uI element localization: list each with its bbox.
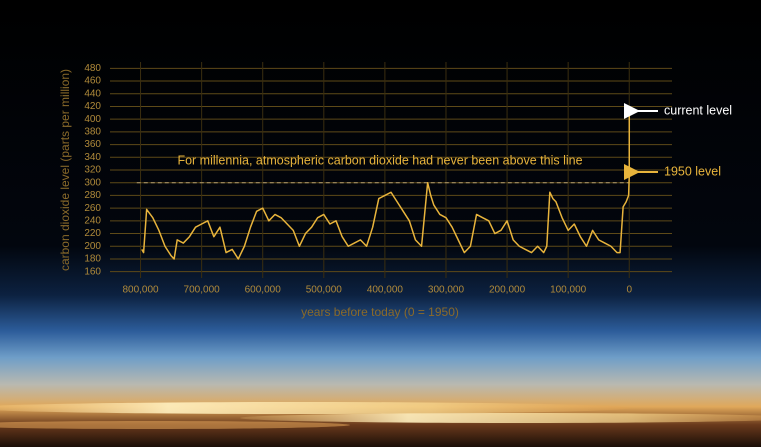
- y-tick-label: 420: [84, 101, 101, 112]
- y-tick-label: 340: [84, 152, 101, 163]
- x-tick-label: 100,000: [550, 285, 587, 296]
- y-tick-label: 440: [84, 88, 101, 99]
- y-tick-label: 260: [84, 203, 101, 214]
- 1950-annotation: 1950 level: [664, 164, 721, 178]
- x-tick-label: 300,000: [428, 285, 465, 296]
- x-tick-label: 400,000: [367, 285, 404, 296]
- threshold-annotation: For millennia, atmospheric carbon dioxid…: [177, 153, 582, 167]
- y-tick-label: 480: [84, 63, 101, 74]
- y-tick-label: 300: [84, 177, 101, 188]
- current-annotation: current level: [664, 103, 732, 117]
- y-tick-label: 240: [84, 215, 101, 226]
- x-tick-label: 800,000: [122, 285, 159, 296]
- y-tick-label: 360: [84, 139, 101, 150]
- x-tick-label: 600,000: [245, 285, 282, 296]
- y-tick-label: 180: [84, 254, 101, 265]
- plot: 1601802002202402602803003203403603804004…: [84, 62, 672, 296]
- y-tick-label: 460: [84, 76, 101, 87]
- y-tick-label: 220: [84, 228, 101, 239]
- x-tick-label: 0: [626, 285, 632, 296]
- y-axis-label: carbon dioxide level (parts per million): [58, 69, 72, 271]
- cloud: [0, 421, 350, 429]
- y-tick-label: 400: [84, 114, 101, 125]
- cloud: [240, 413, 761, 423]
- y-tick-label: 380: [84, 127, 101, 138]
- x-tick-label: 700,000: [184, 285, 221, 296]
- y-tick-label: 320: [84, 165, 101, 176]
- x-tick-label: 500,000: [306, 285, 343, 296]
- cloud: [0, 402, 630, 414]
- y-tick-label: 280: [84, 190, 101, 201]
- y-tick-label: 200: [84, 241, 101, 252]
- y-tick-label: 160: [84, 266, 101, 277]
- co2-line: [141, 111, 631, 260]
- x-axis-label: years before today (0 = 1950): [301, 305, 459, 319]
- x-tick-label: 200,000: [489, 285, 526, 296]
